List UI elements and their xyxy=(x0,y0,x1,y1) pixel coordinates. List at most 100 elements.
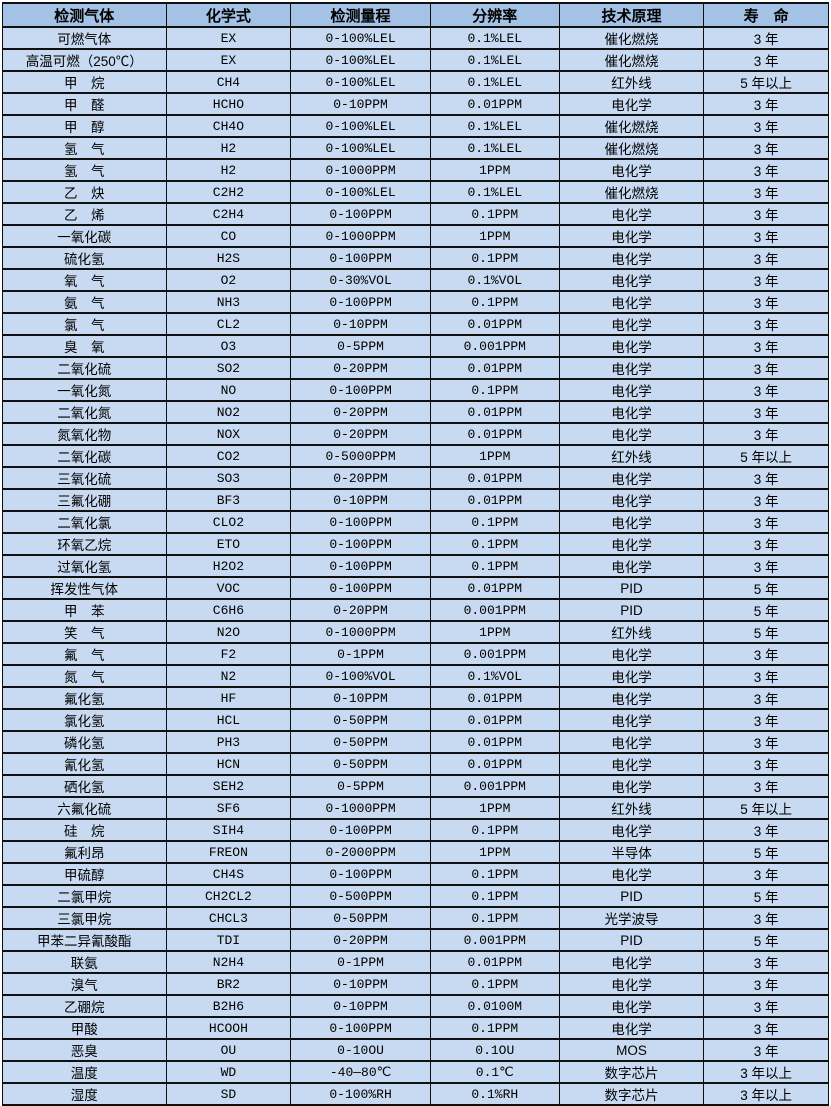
table-row: 甲酸 HCOOH 0-100PPM 0.1PPM 电化学 3 年 xyxy=(2,1016,829,1040)
table-row: 湿度 SD 0-100%RH 0.1%RH 数字芯片 3 年以上 xyxy=(2,1082,829,1106)
cell-chemical-formula: CH4S xyxy=(165,862,292,886)
cell-chemical-formula: NO2 xyxy=(165,400,292,424)
cell-technology: 电化学 xyxy=(558,752,705,776)
cell-technology: 电化学 xyxy=(558,774,705,798)
column-header-detection-range: 检测量程 xyxy=(290,2,431,28)
table-row: 氟利昂 FREON 0-2000PPM 1PPM 半导体 5 年 xyxy=(2,840,829,864)
cell-technology: 催化燃烧 xyxy=(558,48,705,72)
cell-technology: 电化学 xyxy=(558,818,705,842)
cell-detection-range: 0-100%LEL xyxy=(290,70,431,94)
cell-technology: 光学波导 xyxy=(558,906,705,930)
cell-chemical-formula: EX xyxy=(165,26,292,50)
cell-gas-name: 氟 气 xyxy=(2,642,167,666)
cell-chemical-formula: SD xyxy=(165,1082,292,1106)
cell-lifespan: 3 年 xyxy=(703,488,829,512)
cell-detection-range: 0-20PPM xyxy=(290,928,431,952)
cell-chemical-formula: H2 xyxy=(165,136,292,160)
cell-lifespan: 3 年 xyxy=(703,202,829,226)
cell-chemical-formula: ETO xyxy=(165,532,292,556)
table-row: 高温可燃（250℃） EX 0-100%LEL 0.1%LEL 催化燃烧 3 年 xyxy=(2,48,829,72)
table-row: 二氯甲烷 CH2CL2 0-500PPM 0.1PPM PID 5 年 xyxy=(2,884,829,908)
cell-technology: 电化学 xyxy=(558,488,705,512)
cell-resolution: 0.1%VOL xyxy=(429,664,560,688)
cell-lifespan: 5 年以上 xyxy=(703,444,829,468)
cell-resolution: 0.01PPM xyxy=(429,466,560,490)
cell-chemical-formula: HCOOH xyxy=(165,1016,292,1040)
cell-detection-range: 0-10PPM xyxy=(290,488,431,512)
cell-detection-range: 0-100PPM xyxy=(290,290,431,314)
cell-detection-range: 0-5000PPM xyxy=(290,444,431,468)
cell-chemical-formula: H2 xyxy=(165,158,292,182)
cell-chemical-formula: CH2CL2 xyxy=(165,884,292,908)
table-row: 乙 炔 C2H2 0-100%LEL 0.1%LEL 催化燃烧 3 年 xyxy=(2,180,829,204)
cell-chemical-formula: SO3 xyxy=(165,466,292,490)
cell-gas-name: 二氧化氯 xyxy=(2,510,167,534)
cell-resolution: 0.1%LEL xyxy=(429,26,560,50)
cell-gas-name: 甲 苯 xyxy=(2,598,167,622)
cell-technology: 催化燃烧 xyxy=(558,136,705,160)
cell-technology: 红外线 xyxy=(558,444,705,468)
cell-resolution: 0.01PPM xyxy=(429,488,560,512)
cell-lifespan: 3 年 xyxy=(703,862,829,886)
cell-detection-range: 0-10PPM xyxy=(290,92,431,116)
cell-gas-name: 硫化氢 xyxy=(2,246,167,270)
cell-lifespan: 3 年 xyxy=(703,950,829,974)
cell-gas-name: 氮 气 xyxy=(2,664,167,688)
table-row: 挥发性气体 VOC 0-100PPM 0.01PPM PID 5 年 xyxy=(2,576,829,600)
cell-technology: 红外线 xyxy=(558,796,705,820)
cell-lifespan: 5 年 xyxy=(703,576,829,600)
cell-detection-range: 0-1000PPM xyxy=(290,224,431,248)
cell-detection-range: 0-10PPM xyxy=(290,972,431,996)
cell-detection-range: 0-100%RH xyxy=(290,1082,431,1106)
cell-chemical-formula: NH3 xyxy=(165,290,292,314)
cell-resolution: 0.1PPM xyxy=(429,290,560,314)
table-row: 甲 苯 C6H6 0-20PPM 0.001PPM PID 5 年 xyxy=(2,598,829,622)
cell-technology: 电化学 xyxy=(558,972,705,996)
cell-chemical-formula: BR2 xyxy=(165,972,292,996)
cell-gas-name: 二氯甲烷 xyxy=(2,884,167,908)
cell-technology: 电化学 xyxy=(558,224,705,248)
cell-technology: 电化学 xyxy=(558,950,705,974)
cell-technology: 电化学 xyxy=(558,202,705,226)
table-row: 氯 气 CL2 0-10PPM 0.01PPM 电化学 3 年 xyxy=(2,312,829,336)
cell-detection-range: 0-5PPM xyxy=(290,774,431,798)
cell-resolution: 0.1%LEL xyxy=(429,136,560,160)
cell-detection-range: 0-100%LEL xyxy=(290,114,431,138)
cell-technology: PID xyxy=(558,598,705,622)
cell-lifespan: 3 年以上 xyxy=(703,1082,829,1106)
cell-chemical-formula: WD xyxy=(165,1060,292,1084)
cell-resolution: 0.1%LEL xyxy=(429,180,560,204)
cell-chemical-formula: SF6 xyxy=(165,796,292,820)
cell-gas-name: 挥发性气体 xyxy=(2,576,167,600)
cell-resolution: 0.1%LEL xyxy=(429,114,560,138)
cell-gas-name: 二氧化碳 xyxy=(2,444,167,468)
cell-gas-name: 氮氧化物 xyxy=(2,422,167,446)
cell-chemical-formula: C2H2 xyxy=(165,180,292,204)
table-row: 氯化氢 HCL 0-50PPM 0.01PPM 电化学 3 年 xyxy=(2,708,829,732)
table-row: 一氧化氮 NO 0-100PPM 0.1PPM 电化学 3 年 xyxy=(2,378,829,402)
cell-resolution: 0.1PPM xyxy=(429,202,560,226)
cell-chemical-formula: C6H6 xyxy=(165,598,292,622)
cell-gas-name: 湿度 xyxy=(2,1082,167,1106)
cell-resolution: 0.001PPM xyxy=(429,642,560,666)
cell-chemical-formula: H2S xyxy=(165,246,292,270)
cell-lifespan: 3 年 xyxy=(703,422,829,446)
cell-detection-range: 0-10PPM xyxy=(290,686,431,710)
cell-lifespan: 3 年 xyxy=(703,774,829,798)
cell-gas-name: 臭 氧 xyxy=(2,334,167,358)
cell-technology: 数字芯片 xyxy=(558,1060,705,1084)
table-row: 氢 气 H2 0-1000PPM 1PPM 电化学 3 年 xyxy=(2,158,829,182)
cell-technology: 电化学 xyxy=(558,290,705,314)
cell-technology: 电化学 xyxy=(558,642,705,666)
cell-detection-range: 0-100PPM xyxy=(290,510,431,534)
cell-lifespan: 5 年以上 xyxy=(703,70,829,94)
table-row: 恶臭 OU 0-10OU 0.1OU MOS 3 年 xyxy=(2,1038,829,1062)
cell-gas-name: 恶臭 xyxy=(2,1038,167,1062)
cell-resolution: 0.001PPM xyxy=(429,598,560,622)
cell-detection-range: 0-50PPM xyxy=(290,906,431,930)
cell-resolution: 0.1PPM xyxy=(429,972,560,996)
cell-chemical-formula: OU xyxy=(165,1038,292,1062)
cell-technology: 催化燃烧 xyxy=(558,26,705,50)
